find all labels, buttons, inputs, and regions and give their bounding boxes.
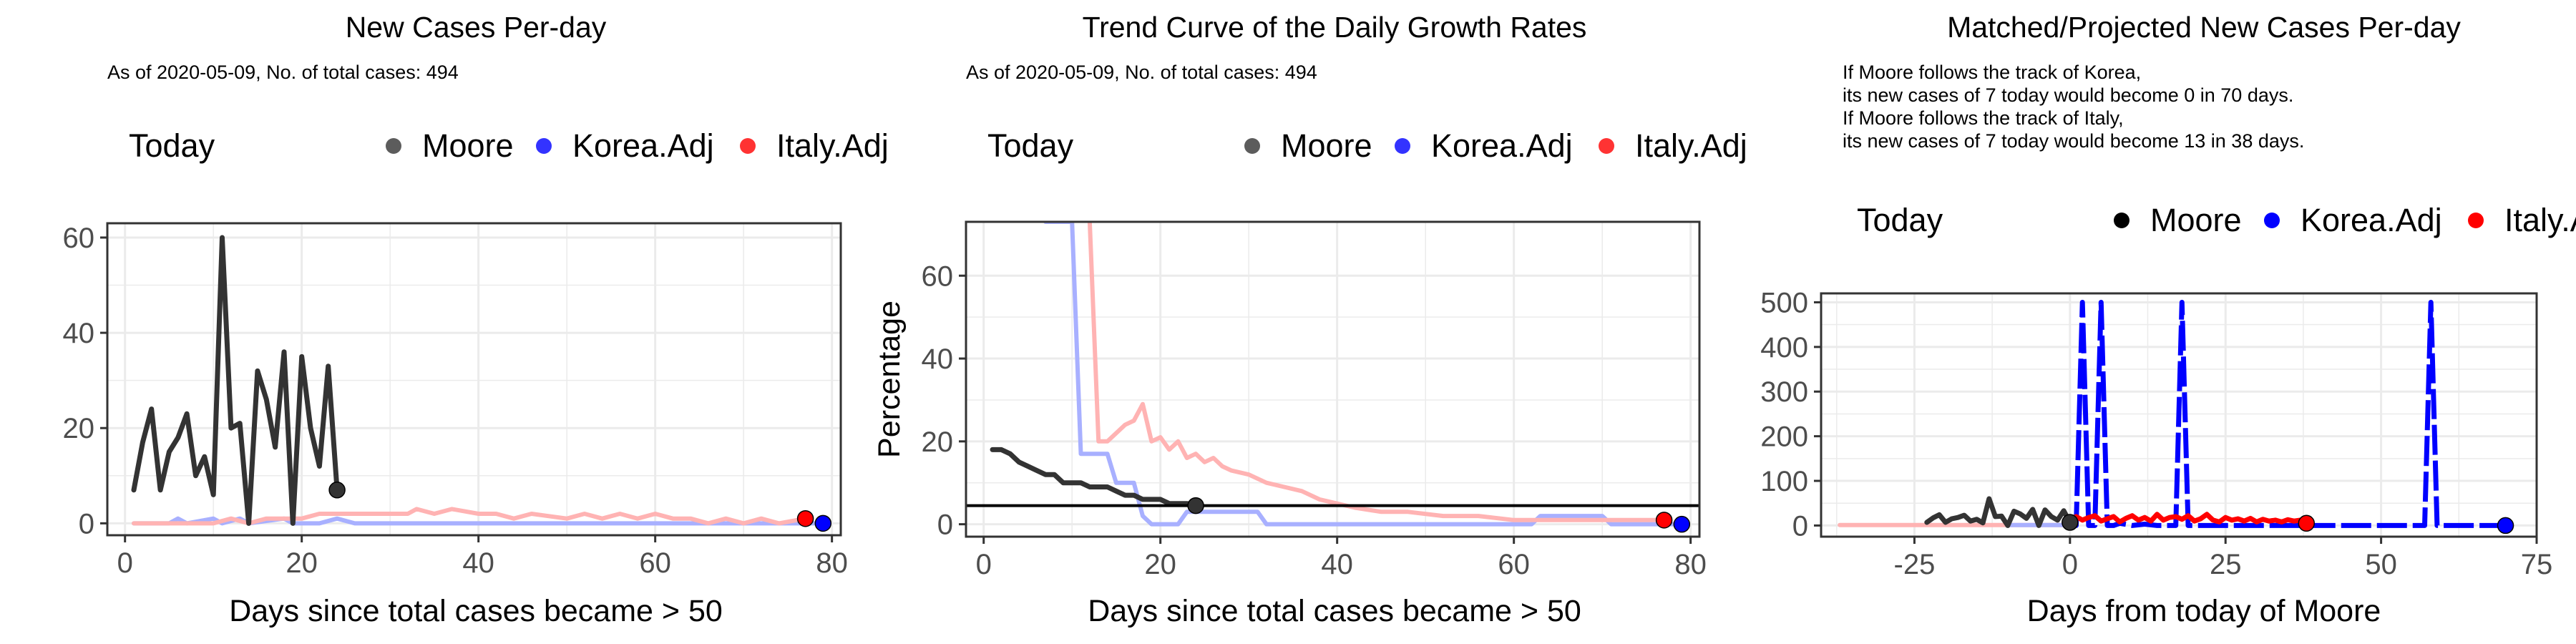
legend: Today Moore Korea.Adj Italy.Adj [129,127,889,164]
y-tick-label: 60 [922,260,954,292]
legend-label-korea-adj: Korea.Adj [572,127,714,164]
legend-label-moore: Moore [422,127,514,164]
chart-title: Trend Curve of the Daily Growth Rates [1083,11,1587,44]
y-tick-label: 200 [1760,421,1808,453]
y-tick-label: 0 [79,508,94,540]
legend-key-moore [386,138,401,154]
x-tick-label: 60 [1498,549,1530,580]
endpoint-korea-adj [1673,515,1691,533]
legend-label-italy-adj: Italy.Adj [1635,127,1747,164]
y-tick-label: 0 [937,509,953,541]
legend: Today Moore Korea.Adj Italy.Adj [1857,202,2576,238]
series-lines [1838,300,2506,528]
legend-key-korea-adj [2264,213,2280,228]
legend-title: Today [129,127,215,164]
x-tick-label: -25 [1894,549,1936,580]
legend-label-italy-adj: Italy.Adj [776,127,889,164]
endpoint-moore [1187,497,1204,514]
legend-key-moore [2114,213,2129,228]
chart-panel-3: Matched/Projected New Cases Per-day If Mo… [1760,11,2576,628]
series-line-italy-adj-history [132,507,808,526]
axes: 0 20 40 60 80 0 20 40 60 [63,223,848,579]
series-line-italy-adj [2067,512,2309,525]
x-tick-label: 25 [2210,549,2242,580]
axes: -25 0 25 50 75 0 100 200 300 400 500 [1760,287,2552,580]
x-axis-title: Days from today of Moore [2027,594,2381,628]
x-axis-title: Days since total cases became > 50 [1088,594,1581,628]
x-tick-label: 0 [2062,549,2078,580]
legend: Today Moore Korea.Adj Italy.Adj [987,127,1747,164]
series-line-italy-adj-history [1087,222,1667,522]
chart-title: New Cases Per-day [346,11,607,44]
x-tick-label: 0 [976,549,992,580]
panel-border [965,220,1701,538]
endpoint-korea-adj [814,514,832,532]
x-tick-label: 60 [639,547,671,579]
x-tick-label: 20 [1144,549,1176,580]
legend-key-korea-adj [1395,138,1410,154]
legend-title: Today [1857,202,1943,238]
y-tick-label: 20 [922,426,954,458]
y-tick-label: 40 [63,318,95,349]
chart-subtitle: As of 2020-05-09, No. of total cases: 49… [107,62,459,83]
series-lines [131,235,826,526]
panel-border [1820,292,2538,538]
x-axis-title: Days since total cases became > 50 [229,594,723,628]
legend-key-korea-adj [536,138,552,154]
legend-key-italy-adj [1599,138,1614,154]
legend-key-moore [1244,138,1260,154]
endpoint-italy-adj [1655,512,1673,529]
legend-label-korea-adj: Korea.Adj [2301,202,2442,238]
grid [1821,293,2538,537]
y-tick-label: 500 [1760,287,1808,318]
y-axis-title: Percentage [872,301,907,458]
x-tick-label: 0 [117,547,133,579]
chart-subtitle-line: If Moore follows the track of Italy, [1843,107,2124,129]
y-tick-label: 0 [1792,510,1808,542]
x-tick-label: 75 [2521,549,2553,580]
series-lines [990,222,1684,527]
axes: 0 20 40 60 80 0 20 40 60 [922,260,1707,580]
legend-label-italy-adj: Italy.Adj [2504,202,2576,238]
x-tick-label: 40 [1321,549,1353,580]
x-tick-label: 20 [286,547,318,579]
legend-label-moore: Moore [2150,202,2242,238]
endpoint-italy-adj [2298,514,2316,532]
x-tick-label: 80 [1674,549,1707,580]
panel-border [106,222,842,537]
series-line-korea-adj-history [1043,222,1684,527]
series-line-moore [131,235,340,526]
grid [966,222,1699,537]
y-tick-label: 300 [1760,376,1808,408]
series-line-moore [1924,496,2073,528]
series-line-korea-adj [2069,300,2506,528]
legend-label-korea-adj: Korea.Adj [1431,127,1573,164]
chart-panel-2: Trend Curve of the Daily Growth Rates As … [872,11,1747,628]
x-tick-label: 50 [2365,549,2397,580]
y-tick-label: 60 [63,223,95,254]
y-tick-label: 20 [63,413,95,444]
legend-label-moore: Moore [1281,127,1372,164]
chart-subtitle-line: its new cases of 7 today would become 0 … [1843,84,2293,106]
chart-subtitle-line: its new cases of 7 today would become 13… [1843,130,2304,152]
legend-key-italy-adj [2468,213,2484,228]
y-tick-label: 100 [1760,466,1808,497]
endpoint-moore [2062,514,2079,531]
chart-title: Matched/Projected New Cases Per-day [1947,11,2461,44]
endpoint-korea-adj [2497,517,2514,535]
legend-title: Today [987,127,1074,164]
y-tick-label: 400 [1760,332,1808,364]
chart-subtitle-line: If Moore follows the track of Korea, [1843,62,2141,83]
chart-panel-1: New Cases Per-day As of 2020-05-09, No. o… [63,11,889,628]
y-tick-label: 40 [922,343,954,375]
endpoint-moore [328,482,346,499]
legend-key-italy-adj [740,138,756,154]
x-tick-label: 80 [816,547,848,579]
endpoint-italy-adj [796,509,814,527]
series-line-moore [990,447,1199,509]
x-tick-label: 40 [462,547,494,579]
chart-subtitle: As of 2020-05-09, No. of total cases: 49… [966,62,1317,83]
